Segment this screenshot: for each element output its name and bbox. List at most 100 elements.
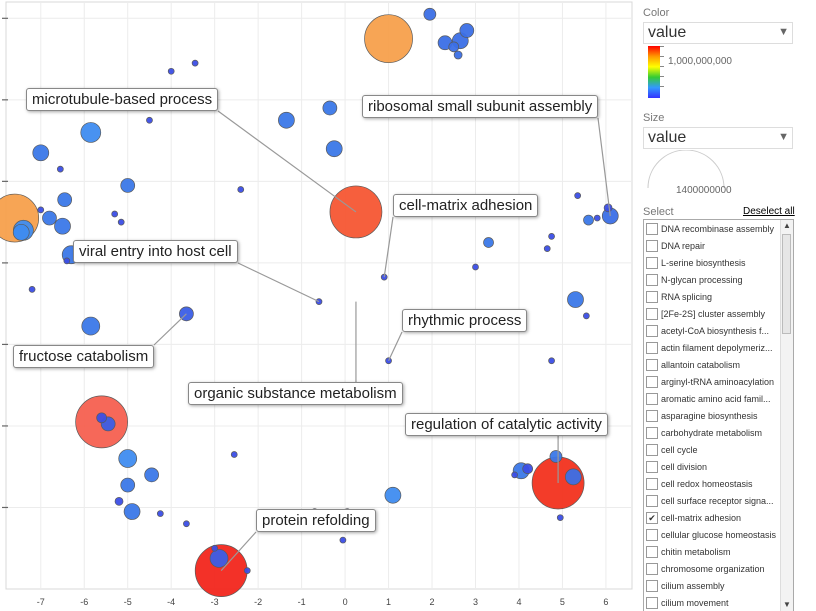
data-point[interactable] <box>556 514 564 522</box>
data-point[interactable] <box>156 510 164 517</box>
data-point[interactable] <box>32 144 50 162</box>
select-list-item[interactable]: cell redox homeostasis <box>644 475 782 492</box>
data-point[interactable] <box>209 549 229 568</box>
data-point[interactable] <box>459 23 475 38</box>
select-list-item[interactable]: chitin metabolism <box>644 543 782 560</box>
data-point[interactable] <box>117 218 125 226</box>
data-point[interactable] <box>511 471 518 479</box>
checkbox-icon[interactable] <box>646 596 658 609</box>
data-point[interactable] <box>123 503 141 520</box>
data-point[interactable] <box>603 203 613 213</box>
data-point[interactable] <box>183 520 190 528</box>
deselect-all-link[interactable]: Deselect all <box>743 206 795 217</box>
data-point[interactable] <box>56 165 64 173</box>
data-point[interactable] <box>146 116 153 124</box>
data-point[interactable] <box>472 263 479 271</box>
select-list-item[interactable]: aromatic amino acid famil... <box>644 390 782 407</box>
data-point[interactable] <box>114 497 124 506</box>
data-point[interactable] <box>37 206 45 214</box>
select-list[interactable]: DNA recombinase assembly DNA repair L-seri… <box>643 219 794 611</box>
checkbox-icon[interactable] <box>646 528 658 541</box>
data-point[interactable] <box>543 245 551 252</box>
select-list-item[interactable]: cell surface receptor signa... <box>644 492 782 509</box>
select-list-item[interactable]: cell division <box>644 458 782 475</box>
select-list-item[interactable]: asparagine biosynthesis <box>644 407 782 424</box>
checkbox-icon[interactable] <box>646 375 658 388</box>
data-point[interactable] <box>120 178 136 193</box>
checkbox-icon[interactable] <box>646 579 658 592</box>
data-point[interactable] <box>364 14 413 64</box>
checkbox-icon[interactable] <box>646 307 658 320</box>
checkbox-icon[interactable] <box>646 324 658 337</box>
data-point[interactable] <box>583 214 594 226</box>
data-point[interactable] <box>483 237 494 248</box>
checkbox-icon[interactable] <box>646 494 658 507</box>
data-point[interactable] <box>322 100 338 116</box>
checkbox-icon[interactable] <box>646 358 658 371</box>
scroll-up-icon[interactable]: ▲ <box>783 221 791 230</box>
select-list-item[interactable]: arginyl-tRNA aminoacylation <box>644 373 782 390</box>
data-point[interactable] <box>243 567 251 575</box>
color-select[interactable]: value ▼ <box>643 22 793 44</box>
data-point[interactable] <box>57 192 73 208</box>
select-list-item[interactable]: allantoin catabolism <box>644 356 782 373</box>
data-point[interactable] <box>230 451 238 458</box>
data-point[interactable] <box>574 192 582 199</box>
data-point[interactable] <box>167 67 175 75</box>
data-point[interactable] <box>583 312 590 320</box>
select-list-item[interactable]: L-serine biosynthesis <box>644 254 782 271</box>
data-point[interactable] <box>423 7 437 21</box>
select-list-item[interactable]: [2Fe-2S] cluster assembly <box>644 305 782 322</box>
checkbox-icon[interactable] <box>646 426 658 439</box>
checkbox-icon[interactable] <box>646 290 658 303</box>
scroll-thumb[interactable] <box>782 234 791 334</box>
checkbox-icon[interactable] <box>646 545 658 558</box>
data-point[interactable] <box>593 214 601 222</box>
list-scrollbar[interactable]: ▲ ▼ <box>780 220 793 611</box>
checkbox-icon[interactable] <box>646 477 658 490</box>
data-point[interactable] <box>96 412 107 424</box>
data-point[interactable] <box>384 486 402 504</box>
checkbox-icon[interactable] <box>646 273 658 286</box>
data-point[interactable] <box>325 140 343 158</box>
checkbox-icon[interactable] <box>646 562 658 575</box>
select-list-item[interactable]: N-glycan processing <box>644 271 782 288</box>
data-point[interactable] <box>118 449 138 468</box>
select-list-item[interactable]: cilium assembly <box>644 577 782 594</box>
data-point[interactable] <box>28 286 36 293</box>
checkbox-icon[interactable] <box>646 256 658 269</box>
data-point[interactable] <box>80 122 102 143</box>
data-point[interactable] <box>549 450 563 463</box>
scroll-down-icon[interactable]: ▼ <box>783 600 791 609</box>
select-list-item[interactable]: DNA repair <box>644 237 782 254</box>
data-point[interactable] <box>564 468 582 486</box>
data-point[interactable] <box>63 257 71 265</box>
data-point[interactable] <box>111 210 119 218</box>
data-point[interactable] <box>453 50 463 60</box>
data-point[interactable] <box>81 316 101 336</box>
data-point[interactable] <box>278 111 295 129</box>
data-point[interactable] <box>42 210 57 226</box>
select-list-item[interactable]: cell cycle <box>644 441 782 458</box>
data-point[interactable] <box>237 186 245 193</box>
checkbox-icon[interactable] <box>646 460 658 473</box>
select-list-item[interactable]: ✔ cell-matrix adhesion <box>644 509 782 526</box>
checkbox-icon[interactable] <box>646 392 658 405</box>
data-point[interactable] <box>522 463 534 475</box>
select-list-item[interactable]: cellular glucose homeostasis <box>644 526 782 543</box>
checkbox-icon[interactable] <box>646 443 658 456</box>
checked-checkbox-icon[interactable]: ✔ <box>646 511 658 524</box>
select-list-item[interactable]: RNA splicing <box>644 288 782 305</box>
data-point[interactable] <box>548 233 555 240</box>
checkbox-icon[interactable] <box>646 239 658 252</box>
data-point[interactable] <box>211 544 219 552</box>
data-point[interactable] <box>567 291 584 308</box>
select-list-item[interactable]: DNA recombinase assembly <box>644 220 782 237</box>
data-point[interactable] <box>144 467 159 483</box>
select-list-item[interactable]: cilium movement <box>644 594 782 611</box>
data-point[interactable] <box>12 223 30 241</box>
data-point[interactable] <box>120 477 136 493</box>
checkbox-icon[interactable] <box>646 222 658 235</box>
select-list-item[interactable]: carbohydrate metabolism <box>644 424 782 441</box>
select-list-item[interactable]: actin filament depolymeriz... <box>644 339 782 356</box>
